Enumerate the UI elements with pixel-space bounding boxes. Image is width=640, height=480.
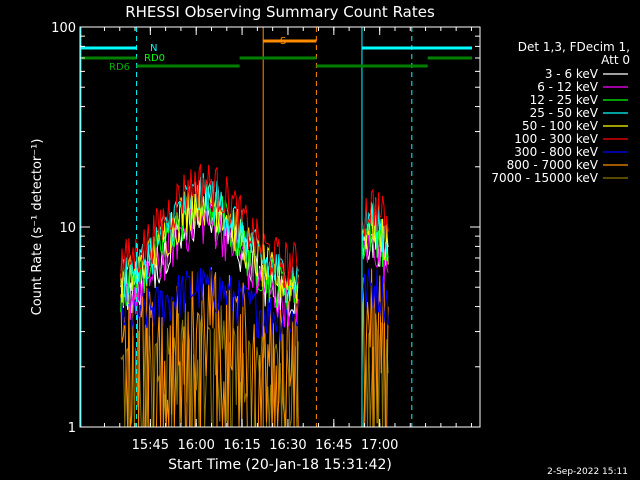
y-tick-label: 1 [68, 421, 76, 436]
legend-entry-label: 12 - 25 keV [530, 93, 599, 107]
legend-entry-label: 7000 - 15000 keV [491, 171, 598, 185]
y-tick-label: 10 [59, 221, 76, 236]
flag-label-s: S [280, 36, 286, 47]
series-line [120, 184, 299, 313]
series-line [361, 188, 389, 243]
series-line [362, 314, 389, 428]
series-line [120, 164, 299, 288]
legend-entry-label: 100 - 300 keV [514, 132, 598, 146]
x-tick-label: 16:00 [177, 438, 214, 453]
legend-entry-label: 25 - 50 keV [530, 106, 599, 120]
legend-entry-label: 50 - 100 keV [522, 119, 599, 133]
x-axis-label: Start Time (20-Jan-18 15:31:42) [168, 457, 392, 473]
y-tick-label: 100 [51, 21, 76, 36]
series-line [361, 268, 389, 325]
y-axis: 1 10 100 [51, 21, 480, 436]
legend-entry-label: 6 - 12 keV [537, 80, 599, 94]
flag-label-rd6: RD6 [109, 62, 130, 73]
flag-label-n: N [150, 43, 157, 54]
series-line [120, 303, 299, 428]
data-traces [120, 164, 389, 428]
series-line [120, 266, 299, 342]
series-line [361, 228, 389, 284]
legend-entry-label: 800 - 7000 keV [507, 158, 599, 172]
legend-entry-label: 3 - 6 keV [545, 67, 599, 81]
flag-labels: N RD0 RD6 S [109, 36, 286, 73]
x-tick-label: 17:00 [361, 438, 398, 453]
legend-entry-label: 300 - 800 keV [514, 145, 598, 159]
x-tick-label: 16:15 [223, 438, 260, 453]
x-tick-label: 16:30 [269, 438, 306, 453]
series-line [361, 202, 389, 265]
flag-bars [80, 39, 473, 68]
legend-header-line-1: Det 1,3, FDecim 1, [518, 40, 630, 54]
chart-title: RHESSI Observing Summary Count Rates [125, 3, 435, 21]
flag-label-rd0: RD0 [144, 53, 165, 64]
x-axis: 15:45 16:00 16:15 16:30 16:45 17:00 [103, 27, 472, 453]
y-axis-label: Count Rate (s⁻¹ detector⁻¹) [30, 139, 45, 316]
date-stamp: 2-Sep-2022 15:11 [547, 467, 628, 477]
legend-header-line-2: Att 0 [601, 53, 630, 67]
x-tick-label: 15:45 [132, 438, 169, 453]
x-tick-label: 16:45 [315, 438, 352, 453]
